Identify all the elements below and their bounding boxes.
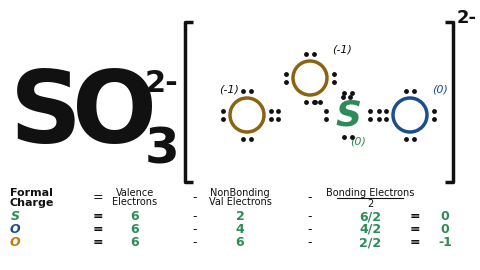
Text: Charge: Charge: [10, 198, 54, 208]
Text: 3: 3: [145, 126, 180, 174]
Text: (0): (0): [350, 137, 366, 147]
Text: S: S: [10, 66, 82, 164]
Text: S: S: [335, 98, 361, 132]
Text: 6: 6: [131, 236, 139, 249]
Text: -: -: [193, 236, 197, 249]
Text: (-1): (-1): [332, 44, 352, 54]
Text: 2: 2: [367, 199, 373, 209]
Text: 4: 4: [236, 223, 244, 236]
Text: 4/2: 4/2: [359, 223, 381, 236]
Text: 6: 6: [131, 210, 139, 223]
Text: Valence: Valence: [116, 188, 154, 198]
Text: =: =: [93, 210, 103, 223]
Text: 6: 6: [236, 236, 244, 249]
Text: Electrons: Electrons: [112, 197, 157, 207]
Text: O: O: [10, 236, 20, 249]
Text: S: S: [11, 210, 20, 223]
Text: NonBonding: NonBonding: [210, 188, 270, 198]
Text: 0: 0: [441, 223, 449, 236]
Text: 6/2: 6/2: [359, 210, 381, 223]
Text: -: -: [308, 236, 312, 249]
Text: =: =: [410, 223, 420, 236]
Text: =: =: [410, 236, 420, 249]
Text: Val Electrons: Val Electrons: [209, 197, 271, 207]
Text: 2-: 2-: [145, 69, 179, 99]
Text: -: -: [308, 210, 312, 223]
Text: -: -: [308, 223, 312, 236]
Text: O: O: [72, 66, 157, 164]
Text: =: =: [410, 210, 420, 223]
Text: 6: 6: [131, 223, 139, 236]
Text: =: =: [93, 191, 103, 204]
Text: 2-: 2-: [457, 9, 477, 27]
Text: 0: 0: [441, 210, 449, 223]
Text: (0): (0): [432, 85, 448, 95]
Text: 2/2: 2/2: [359, 236, 381, 249]
Text: -1: -1: [438, 236, 452, 249]
Text: =: =: [93, 236, 103, 249]
Text: -: -: [193, 223, 197, 236]
Text: Formal: Formal: [10, 188, 53, 198]
Text: (-1): (-1): [219, 85, 239, 95]
Text: -: -: [193, 191, 197, 204]
Text: -: -: [308, 191, 312, 204]
Text: Bonding Electrons: Bonding Electrons: [326, 188, 414, 198]
Text: O: O: [10, 223, 20, 236]
Text: 2: 2: [236, 210, 244, 223]
Text: =: =: [93, 223, 103, 236]
Text: -: -: [193, 210, 197, 223]
